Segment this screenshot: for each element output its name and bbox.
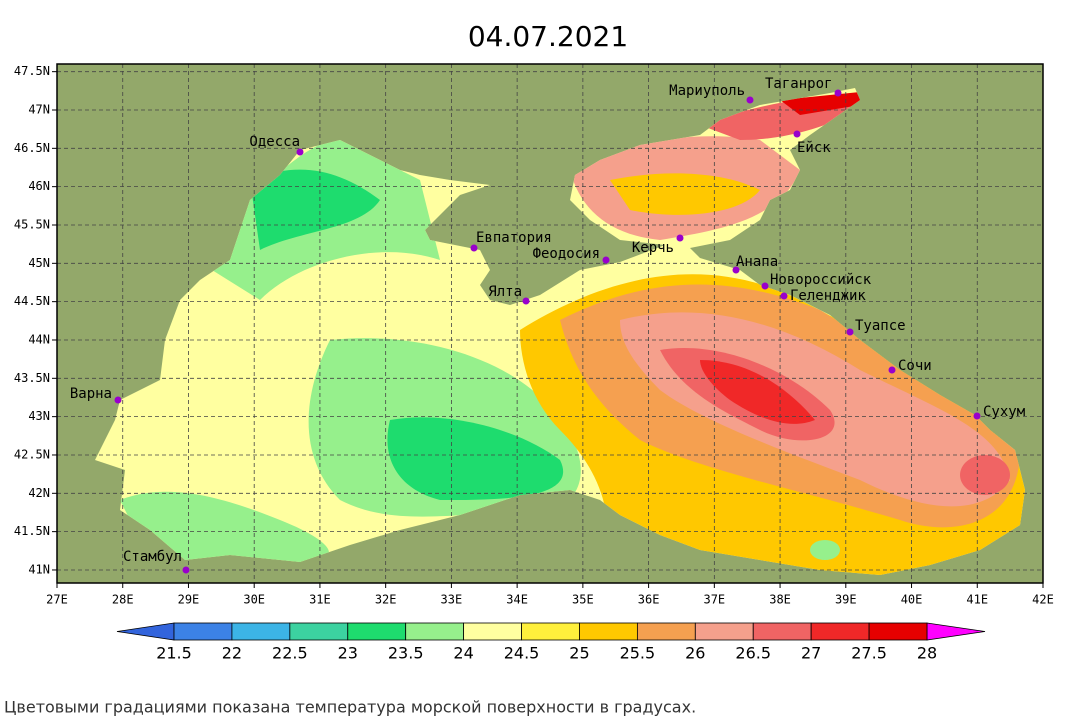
colorbar-bin (405, 622, 465, 641)
y-tick-label: 45N (28, 256, 50, 270)
colorbar-bin (868, 622, 928, 641)
x-tick-label: 27E (46, 593, 68, 607)
colorbar-label: 21.5 (156, 644, 192, 663)
caption: Цветовыми градациями показана температур… (4, 698, 696, 717)
y-tick-label: 47N (28, 102, 50, 116)
x-tick-label: 35E (572, 593, 594, 607)
colorbar-under (116, 622, 175, 641)
x-tick-label: 42E (1032, 593, 1054, 607)
city-label: Мариуполь (669, 83, 745, 99)
city-label: Евпатория (476, 230, 552, 246)
city-label: Феодосия (533, 246, 600, 262)
colorbar-bin (521, 622, 580, 641)
city-label: Таганрог (765, 76, 832, 92)
x-tick-label: 30E (243, 593, 265, 607)
colorbar-label: 23.5 (388, 644, 424, 663)
city-label: Одесса (249, 134, 300, 150)
colorbar-label: 25.5 (620, 644, 656, 663)
colorbar-label: 24 (453, 644, 473, 663)
y-tick-label: 43.5N (14, 371, 50, 385)
city-label: Туапсе (855, 318, 906, 334)
x-tick-label: 37E (703, 593, 725, 607)
colorbar-bin (231, 622, 291, 641)
city-label: Ейск (797, 140, 831, 156)
colorbar-over (926, 622, 986, 641)
colorbar-bin (347, 622, 407, 641)
colorbar-bin (289, 622, 349, 641)
colorbar-label: 27.5 (851, 644, 887, 663)
colorbar-label: 28 (917, 644, 937, 663)
y-tick-label: 46.5N (14, 141, 50, 155)
colorbar-bin (636, 622, 696, 641)
y-tick-label: 41N (28, 562, 50, 576)
city-label: Стамбул (123, 549, 182, 565)
colorbar-bin (752, 622, 812, 641)
x-tick-label: 38E (769, 593, 791, 607)
x-tick-label: 34E (506, 593, 528, 607)
colorbar-bin (579, 622, 638, 641)
city-label: Сочи (898, 358, 932, 374)
x-tick-label: 36E (638, 593, 660, 607)
city-label: Новороссийск (770, 272, 872, 288)
colorbar-label: 26.5 (735, 644, 771, 663)
colorbar-label: 27 (801, 644, 821, 663)
x-tick-label: 40E (901, 593, 923, 607)
x-tick-label: 29E (178, 593, 200, 607)
colorbar-label: 25 (569, 644, 589, 663)
x-tick-label: 39E (835, 593, 857, 607)
colorbar-bin (463, 622, 522, 641)
x-tick-label: 32E (375, 593, 397, 607)
x-tick-label: 28E (112, 593, 134, 607)
colorbar-bin (810, 622, 870, 641)
y-tick-label: 44N (28, 332, 50, 346)
y-tick-label: 44.5N (14, 294, 50, 308)
colorbar-label: 24.5 (504, 644, 540, 663)
map-frame (56, 63, 1044, 584)
x-tick-label: 31E (309, 593, 331, 607)
city-label: Керчь (632, 240, 674, 256)
y-tick-label: 46N (28, 179, 50, 193)
city-label: Анапа (736, 254, 778, 270)
y-tick-label: 41.5N (14, 524, 50, 538)
y-tick-label: 42N (28, 486, 50, 500)
x-tick-label: 33E (441, 593, 463, 607)
colorbar-bin (173, 622, 233, 641)
colorbar-bin (694, 622, 754, 641)
city-label: Сухум (983, 404, 1026, 420)
grid (56, 64, 1044, 583)
colorbar-label: 22 (222, 644, 242, 663)
title: 04.07.2021 (468, 20, 628, 53)
city-label: Геленджик (790, 288, 866, 304)
city-label: Варна (70, 386, 112, 402)
y-tick-label: 47.5N (14, 64, 50, 78)
y-tick-label: 42.5N (14, 447, 50, 461)
colorbar: 21.5 22 22.5 23 23.5 24 24.5 25 25.5 26 26.5 27 27.5… (116, 622, 986, 663)
y-tick-label: 43N (28, 409, 50, 423)
city-label: Ялта (488, 284, 522, 300)
colorbar-label: 26 (685, 644, 705, 663)
city-dots (114, 89, 981, 574)
colorbar-label: 23 (338, 644, 358, 663)
x-tick-label: 41E (966, 593, 988, 607)
colorbar-label: 22.5 (272, 644, 308, 663)
y-tick-label: 45.5N (14, 217, 50, 231)
